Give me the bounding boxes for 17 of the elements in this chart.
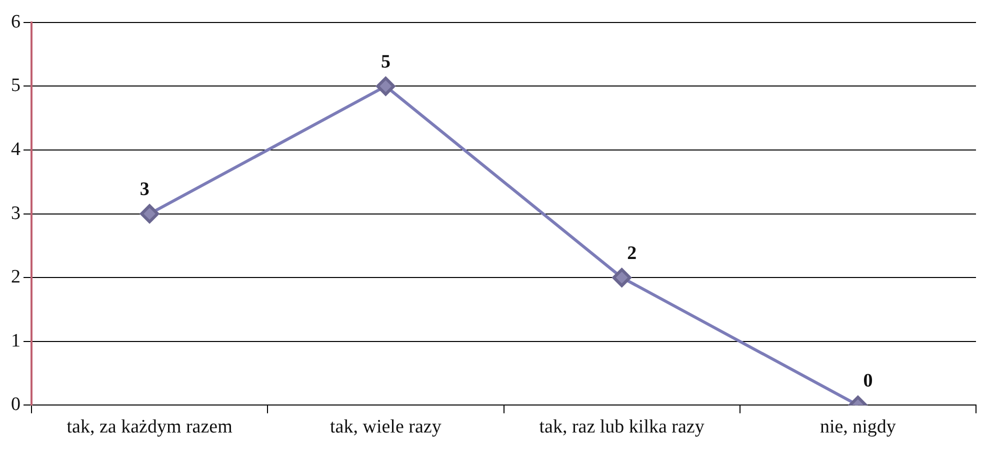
data-label: 5 bbox=[380, 52, 390, 73]
x-tick-label: nie, nigdy bbox=[820, 416, 896, 438]
y-tick-label: 4 bbox=[11, 138, 21, 160]
x-tick-label: tak, raz lub kilka razy bbox=[539, 416, 705, 438]
data-label: 2 bbox=[627, 243, 637, 264]
x-tick-label: tak, wiele razy bbox=[330, 416, 442, 438]
point bbox=[140, 204, 160, 224]
data-label: 3 bbox=[140, 179, 150, 200]
y-tick-label: 2 bbox=[11, 266, 20, 288]
data-label: 0 bbox=[863, 370, 873, 392]
y-tick-label: 6 bbox=[11, 11, 20, 32]
x-tick-label: tak, za każdym razem bbox=[66, 416, 233, 438]
point bbox=[376, 76, 396, 96]
y-tick-label: 0 bbox=[11, 394, 20, 416]
y-tick-label: 1 bbox=[11, 330, 20, 352]
y-tick-label: 5 bbox=[11, 75, 20, 96]
y-tick-label: 3 bbox=[11, 202, 20, 224]
